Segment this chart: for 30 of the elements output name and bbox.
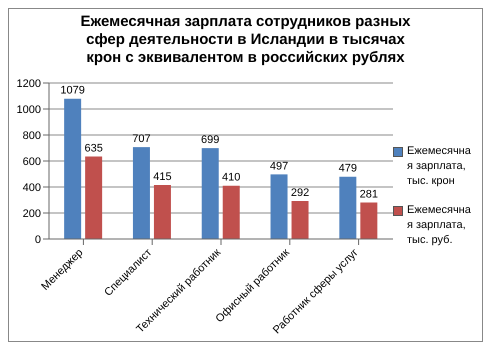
data-label: 635 xyxy=(84,142,103,154)
data-label: 707 xyxy=(132,133,151,146)
y-tick-label: 1200 xyxy=(16,78,41,90)
bar xyxy=(132,147,150,239)
y-tick-label: 800 xyxy=(22,130,41,142)
bar xyxy=(360,202,378,239)
bar xyxy=(202,148,219,239)
bar xyxy=(154,185,171,239)
legend-label: Ежемесячная зарплата, тыс. руб. xyxy=(407,203,472,248)
bar xyxy=(270,174,288,239)
bar xyxy=(64,98,82,239)
bar xyxy=(339,176,356,239)
data-label: 497 xyxy=(270,160,288,172)
bar xyxy=(85,156,102,239)
chart-title: Ежемесячная зарплата сотрудников разных сфер деятельности в Исландии в тысячах крон с эквивалентом в российских рублях xyxy=(80,12,412,67)
y-tick-label: 200 xyxy=(22,208,41,220)
data-label: 415 xyxy=(153,171,172,184)
legend-label: Ежемесячная зарплата, тыс. крон xyxy=(407,144,472,189)
data-label: 292 xyxy=(290,187,310,200)
y-tick-label: 1000 xyxy=(16,104,41,116)
y-tick-label: 0 xyxy=(34,234,41,246)
data-label: 281 xyxy=(360,188,378,200)
data-label: 479 xyxy=(338,162,358,175)
data-label: 410 xyxy=(222,172,240,184)
data-label: 699 xyxy=(201,134,220,146)
bar xyxy=(292,201,309,239)
y-tick-label: 400 xyxy=(22,182,41,194)
data-label: 1079 xyxy=(60,84,85,97)
bar xyxy=(222,186,240,239)
y-tick-label: 600 xyxy=(22,156,41,168)
